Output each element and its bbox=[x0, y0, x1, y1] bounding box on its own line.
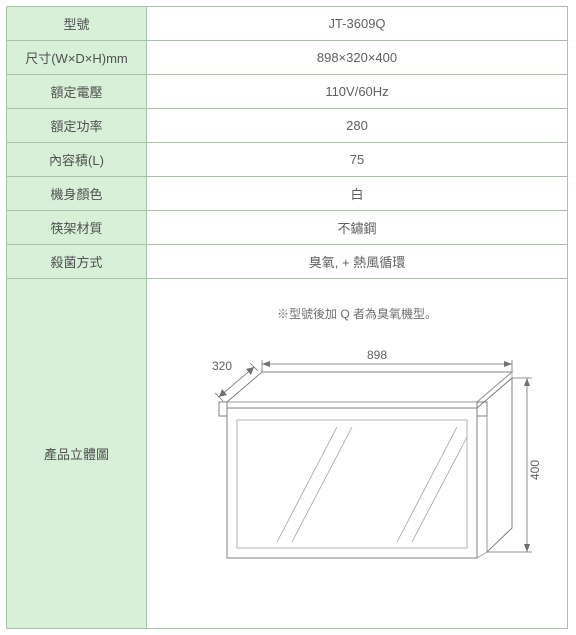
dim-width-text: 898 bbox=[367, 348, 387, 362]
spec-value: 臭氧, + 熱風循環 bbox=[147, 245, 568, 279]
spec-value: 不鏽鋼 bbox=[147, 211, 568, 245]
diagram-cell: ※型號後加 Q 者為臭氧機型。 bbox=[147, 279, 568, 629]
spec-value: 898×320×400 bbox=[147, 41, 568, 75]
spec-label: 尺寸(W×D×H)mm bbox=[7, 41, 147, 75]
spec-value: 110V/60Hz bbox=[147, 75, 568, 109]
dim-height-text: 400 bbox=[528, 460, 542, 480]
spec-label: 機身顏色 bbox=[7, 177, 147, 211]
spec-row: 尺寸(W×D×H)mm898×320×400 bbox=[7, 41, 568, 75]
product-diagram: 898 320 bbox=[155, 342, 559, 602]
spec-label: 型號 bbox=[7, 7, 147, 41]
spec-row: 機身顏色白 bbox=[7, 177, 568, 211]
spec-value: JT-3609Q bbox=[147, 7, 568, 41]
spec-row: 型號JT-3609Q bbox=[7, 7, 568, 41]
spec-row: 殺菌方式臭氧, + 熱風循環 bbox=[7, 245, 568, 279]
spec-label: 殺菌方式 bbox=[7, 245, 147, 279]
spec-row: 額定功率280 bbox=[7, 109, 568, 143]
spec-row: 筷架材質不鏽鋼 bbox=[7, 211, 568, 245]
dim-depth-text: 320 bbox=[212, 359, 232, 373]
spec-row: 額定電壓110V/60Hz bbox=[7, 75, 568, 109]
diagram-row-label: 產品立體圖 bbox=[7, 279, 147, 629]
spec-label: 額定功率 bbox=[7, 109, 147, 143]
spec-value: 280 bbox=[147, 109, 568, 143]
spec-table: 型號JT-3609Q尺寸(W×D×H)mm898×320×400額定電壓110V… bbox=[6, 6, 568, 629]
diagram-note: ※型號後加 Q 者為臭氧機型。 bbox=[155, 305, 559, 322]
spec-value: 75 bbox=[147, 143, 568, 177]
spec-label: 筷架材質 bbox=[7, 211, 147, 245]
spec-row: 內容積(L)75 bbox=[7, 143, 568, 177]
spec-label: 內容積(L) bbox=[7, 143, 147, 177]
spec-label: 額定電壓 bbox=[7, 75, 147, 109]
spec-value: 白 bbox=[147, 177, 568, 211]
diagram-row: 產品立體圖 ※型號後加 Q 者為臭氧機型。 bbox=[7, 279, 568, 629]
spec-rows: 型號JT-3609Q尺寸(W×D×H)mm898×320×400額定電壓110V… bbox=[7, 7, 568, 279]
